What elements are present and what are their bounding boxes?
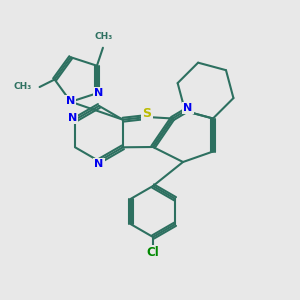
Text: N: N <box>184 103 193 113</box>
Text: N: N <box>68 113 77 123</box>
Text: N: N <box>65 96 75 106</box>
Text: CH₃: CH₃ <box>94 32 113 41</box>
Text: CH₃: CH₃ <box>14 82 32 91</box>
Text: N: N <box>94 88 103 98</box>
Text: N: N <box>94 159 103 169</box>
Text: Cl: Cl <box>147 246 159 260</box>
Text: S: S <box>142 107 152 120</box>
